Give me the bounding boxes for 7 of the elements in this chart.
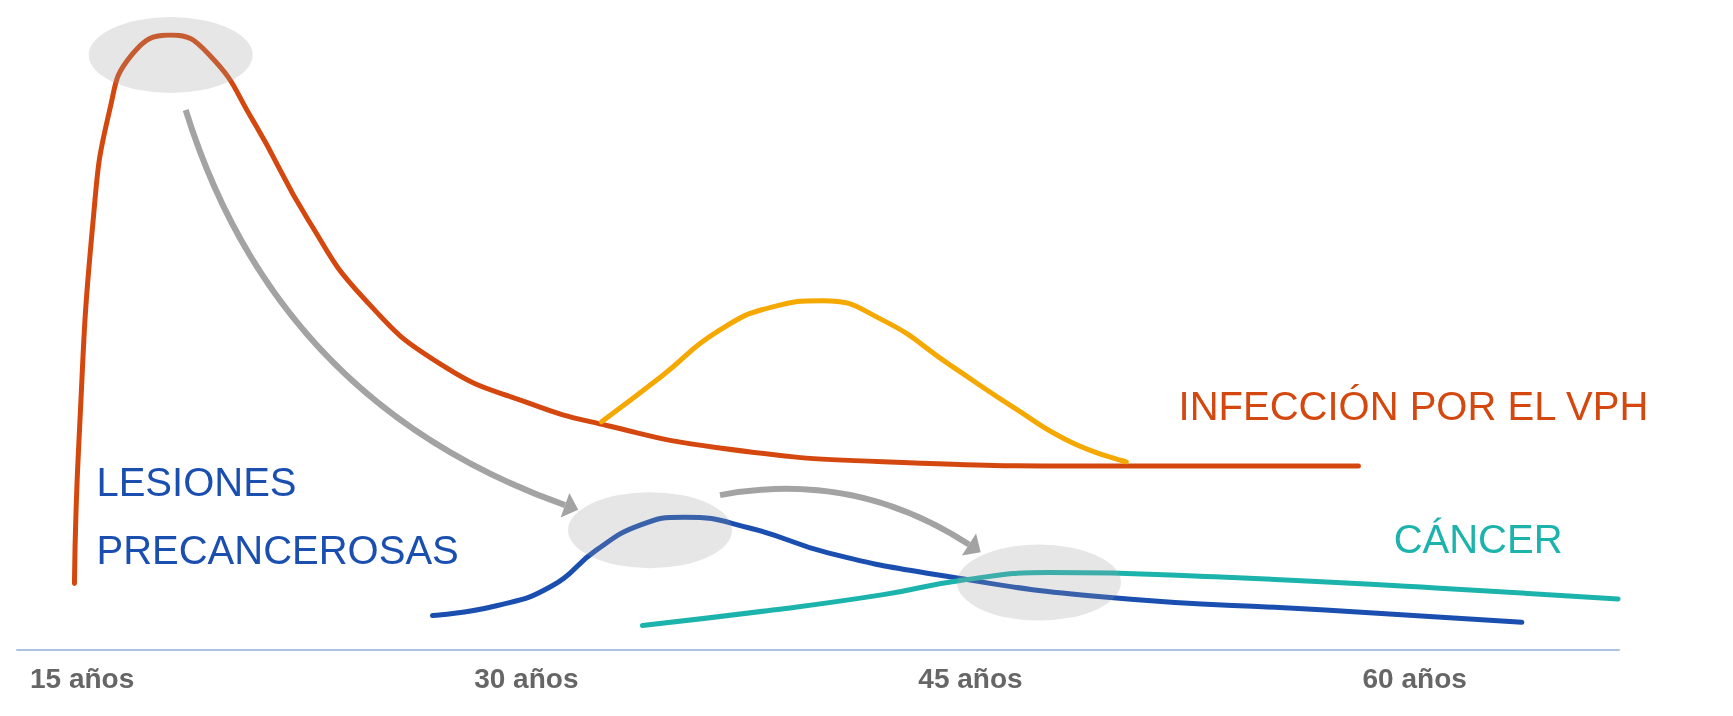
series-label: INFECCIÓN POR EL VPH: [1178, 384, 1649, 429]
x-tick-label: 45 años: [918, 662, 1023, 694]
x-tick-label: 30 años: [474, 662, 579, 694]
series-label: CÁNCER: [1393, 516, 1563, 561]
series-label: LESIONES PRECANCEROSAS: [96, 459, 459, 572]
x-tick-label: 15 años: [30, 662, 135, 694]
x-tick-label: 60 años: [1362, 662, 1467, 694]
